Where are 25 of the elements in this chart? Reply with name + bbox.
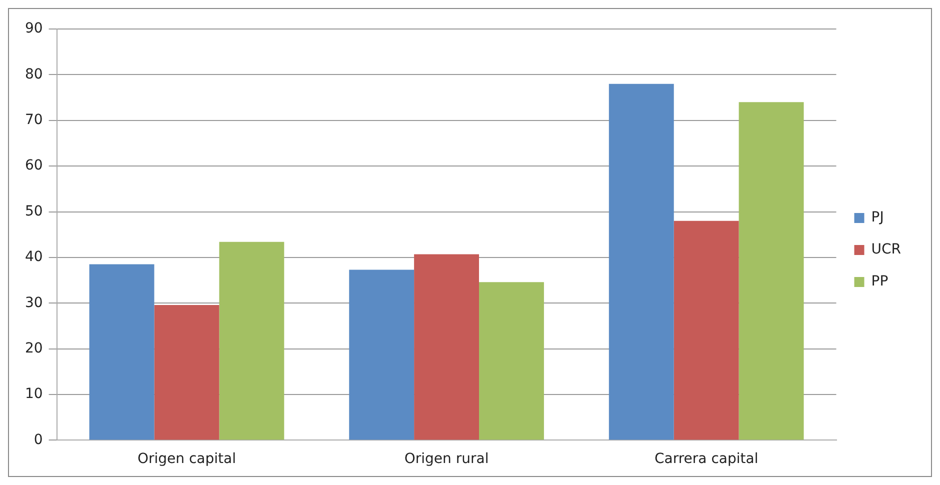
y-tick-label: 40 [24, 249, 43, 266]
legend-label: PJ [871, 210, 884, 226]
bar [89, 264, 154, 440]
y-tick-label: 0 [34, 432, 43, 448]
x-tick-label: Carrera capital [654, 451, 758, 468]
y-tick-label: 30 [24, 294, 43, 311]
x-tick-label: Origen rural [404, 451, 489, 468]
bar [154, 304, 220, 440]
y-tick-label: 80 [24, 66, 43, 82]
bar [414, 254, 480, 440]
legend-label: UCR [871, 242, 902, 258]
bar [738, 102, 804, 440]
bar [674, 220, 739, 440]
y-tick-label: 70 [24, 112, 43, 128]
bar [479, 282, 544, 440]
bar [349, 270, 414, 440]
y-tick-label: 20 [24, 340, 43, 356]
y-tick-label: 10 [24, 386, 43, 402]
x-tick-label: Origen capital [137, 451, 236, 468]
bar [219, 242, 284, 440]
y-tick-label: 50 [24, 203, 43, 220]
y-tick-label: 60 [24, 158, 43, 174]
y-tick-label: 90 [24, 20, 43, 37]
legend-label: PP [871, 274, 888, 290]
bar [608, 84, 674, 440]
